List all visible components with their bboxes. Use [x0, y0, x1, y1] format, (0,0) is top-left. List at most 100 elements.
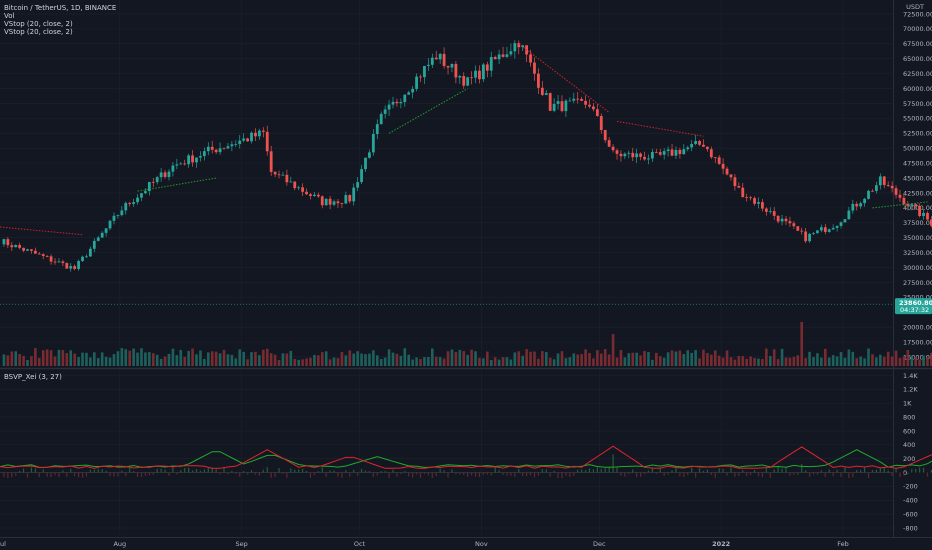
volume-bar	[81, 352, 84, 366]
candle-body	[682, 149, 686, 155]
osc-tick-label: 800	[903, 413, 915, 421]
candle-body	[364, 157, 367, 170]
candle-body	[2, 239, 6, 245]
candle-body	[800, 230, 804, 232]
volume-bar	[273, 354, 277, 366]
volume-bar	[171, 348, 175, 366]
indicator-vstop-1[interactable]: VStop (20, close, 2)	[4, 20, 73, 28]
grid-lines	[0, 0, 893, 535]
indicator-vol[interactable]: Vol	[4, 12, 14, 20]
time-tick-label: 2022	[712, 540, 730, 548]
volume-bar	[22, 355, 25, 366]
candle-body	[163, 172, 167, 177]
candle-body	[670, 149, 674, 156]
candle-body	[277, 174, 281, 176]
volume-bar	[855, 358, 859, 366]
volume-bar	[796, 355, 800, 366]
price-tick-label: 47500.00	[903, 159, 932, 167]
candle-body	[776, 215, 780, 222]
volume-bar	[474, 351, 477, 366]
volume-bar	[690, 352, 693, 366]
candle-body	[250, 132, 253, 142]
volume-bar	[655, 352, 658, 366]
candle-body	[926, 212, 929, 220]
candle-body	[265, 131, 269, 152]
candle-body	[898, 194, 902, 198]
candle-body	[419, 76, 422, 78]
candle-body	[423, 65, 426, 78]
candle-body	[548, 93, 552, 111]
volume-bar	[265, 348, 269, 366]
volume-bar	[317, 355, 320, 366]
candle-body	[30, 249, 33, 251]
candle-body	[745, 197, 749, 198]
volume-bar	[706, 352, 709, 366]
indicator-vstop-2[interactable]: VStop (20, close, 2)	[4, 28, 73, 36]
volume-bar	[187, 350, 190, 366]
volume-bar	[725, 350, 729, 366]
price-tick-label: 65000.00	[903, 55, 932, 63]
volume-bar	[387, 349, 391, 366]
volume-bar	[179, 349, 183, 366]
volume-bar	[780, 348, 784, 366]
volume-bar	[450, 349, 454, 366]
candle-body	[297, 187, 301, 189]
volume-bar	[124, 349, 128, 366]
candle-body	[120, 210, 124, 216]
volume-bar	[423, 357, 426, 366]
volume-bar	[478, 357, 481, 366]
volume-bar	[737, 355, 741, 366]
symbol-legend[interactable]: Bitcoin / TetherUS, 1D, BINANCE	[4, 4, 116, 12]
candle-body	[360, 169, 363, 183]
volume-bar	[918, 359, 921, 366]
volume-bar	[206, 352, 210, 366]
candle-body	[812, 233, 815, 235]
volume-bar	[10, 351, 14, 366]
volume-bar	[493, 357, 497, 366]
volume-bar	[199, 350, 202, 366]
volume-bar	[360, 353, 363, 366]
candle-body	[890, 185, 894, 189]
candle-body	[733, 177, 737, 187]
candle-body	[18, 244, 22, 248]
price-badge-countdown: 04:37:32	[900, 306, 929, 314]
volume-bar	[470, 349, 473, 366]
candle-body	[450, 63, 454, 68]
candle-body	[914, 204, 918, 207]
osc-tick-label: 1.2K	[903, 386, 918, 394]
candle-body	[183, 163, 187, 165]
candle-body	[796, 226, 800, 231]
candle-body	[305, 191, 308, 195]
volume-bar	[203, 358, 206, 366]
subpane-legend[interactable]: BSVP_Xei (3, 27)	[4, 373, 62, 381]
volume-bar	[293, 359, 297, 366]
candle-body	[831, 227, 835, 230]
price-tick-label: 27500.00	[903, 279, 932, 287]
candle-body	[761, 202, 764, 209]
price-tick-label: 15000.00	[903, 353, 932, 361]
volume-bar	[53, 356, 57, 366]
candle-body	[564, 100, 568, 112]
candle-body	[729, 174, 733, 178]
volume-bar	[533, 351, 536, 366]
volume-bar	[827, 357, 831, 366]
currency-label: USDT	[906, 3, 924, 11]
volume-bar	[839, 352, 843, 366]
candle-body	[816, 230, 819, 234]
volume-bar	[148, 352, 151, 366]
volume-bar	[391, 352, 395, 366]
volume-bar	[623, 357, 627, 366]
candle-body	[320, 196, 324, 206]
volume-bar	[489, 359, 493, 366]
volume-bar	[859, 356, 862, 366]
candle-body	[375, 124, 379, 134]
volume-bar	[529, 351, 532, 366]
candle-body	[918, 206, 922, 217]
candle-body	[104, 228, 108, 233]
price-tick-label: 37500.00	[903, 219, 932, 227]
candle-body	[768, 211, 772, 212]
candle-body	[128, 202, 132, 204]
candle-body	[124, 202, 128, 211]
volume-bar	[713, 350, 717, 366]
